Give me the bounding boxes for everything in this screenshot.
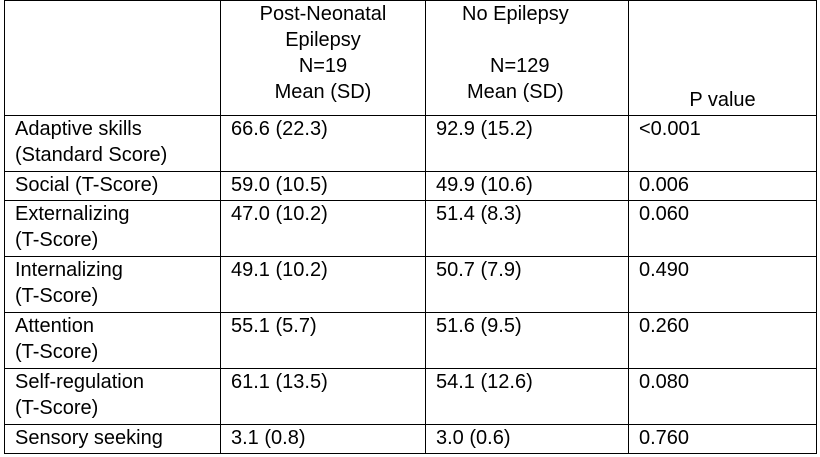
row-label: Adaptive skills (Standard Score) [4,115,221,172]
row-label: Attention (T-Score) [4,312,221,369]
row-label: Externalizing (T-Score) [4,200,221,257]
cell-pvalue: 0.260 [628,312,817,369]
table-row: Attention (T-Score) 55.1 (5.7) 51.6 (9.5… [4,312,817,369]
row-label: Internalizing (T-Score) [4,256,221,313]
table-row: Social (T-Score) 59.0 (10.5) 49.9 (10.6)… [4,171,817,201]
header-no-epilepsy: No Epilepsy N=129 Mean (SD) [425,0,629,116]
cell-group2: 49.9 (10.6) [425,171,629,201]
table-row: Externalizing (T-Score) 47.0 (10.2) 51.4… [4,200,817,257]
header-p-value: P value [628,0,817,116]
cell-pvalue: 0.060 [628,200,817,257]
cell-group1: 47.0 (10.2) [220,200,426,257]
table-row: Adaptive skills (Standard Score) 66.6 (2… [4,115,817,172]
header-group1-line: Post-Neonatal [259,3,387,25]
table-row: Internalizing (T-Score) 49.1 (10.2) 50.7… [4,256,817,313]
cell-pvalue: 0.490 [628,256,817,313]
cell-group2: 51.4 (8.3) [425,200,629,257]
cell-group1: 66.6 (22.3) [220,115,426,172]
header-row: Post-Neonatal Epilepsy N=19 Mean (SD) No… [4,0,817,116]
header-group2-line [462,27,628,53]
cell-group2: 51.6 (9.5) [425,312,629,369]
row-label: Self-regulation (T-Score) [4,368,221,425]
cell-group2: 92.9 (15.2) [425,115,629,172]
table-row: Sensory seeking 3.1 (0.8) 3.0 (0.6) 0.76… [4,424,817,454]
cell-group2: 3.0 (0.6) [425,424,629,454]
cell-pvalue: 0.080 [628,368,817,425]
table-row: Self-regulation (T-Score) 61.1 (13.5) 54… [4,368,817,425]
row-label: Social (T-Score) [4,171,221,201]
header-group2-line: No Epilepsy [462,3,569,25]
cell-group1: 59.0 (10.5) [220,171,426,201]
cell-group1: 3.1 (0.8) [220,424,426,454]
header-group2-line: N=129 [490,55,550,77]
header-post-neonatal-epilepsy: Post-Neonatal Epilepsy N=19 Mean (SD) [220,0,426,116]
header-group1-line: Mean (SD) [274,81,372,103]
cell-group1: 55.1 (5.7) [220,312,426,369]
cell-pvalue: <0.001 [628,115,817,172]
cell-group1: 49.1 (10.2) [220,256,426,313]
results-table: Post-Neonatal Epilepsy N=19 Mean (SD) No… [4,0,817,454]
cell-pvalue: 0.006 [628,171,817,201]
cell-group1: 61.1 (13.5) [220,368,426,425]
header-group2-line: Mean (SD) [467,81,564,103]
header-group1-line: Epilepsy [285,29,361,51]
cell-pvalue: 0.760 [628,424,817,454]
header-group1-line: N=19 [298,55,348,77]
cell-group2: 54.1 (12.6) [425,368,629,425]
cell-group2: 50.7 (7.9) [425,256,629,313]
header-empty-cell [4,0,221,116]
row-label: Sensory seeking [4,424,221,454]
